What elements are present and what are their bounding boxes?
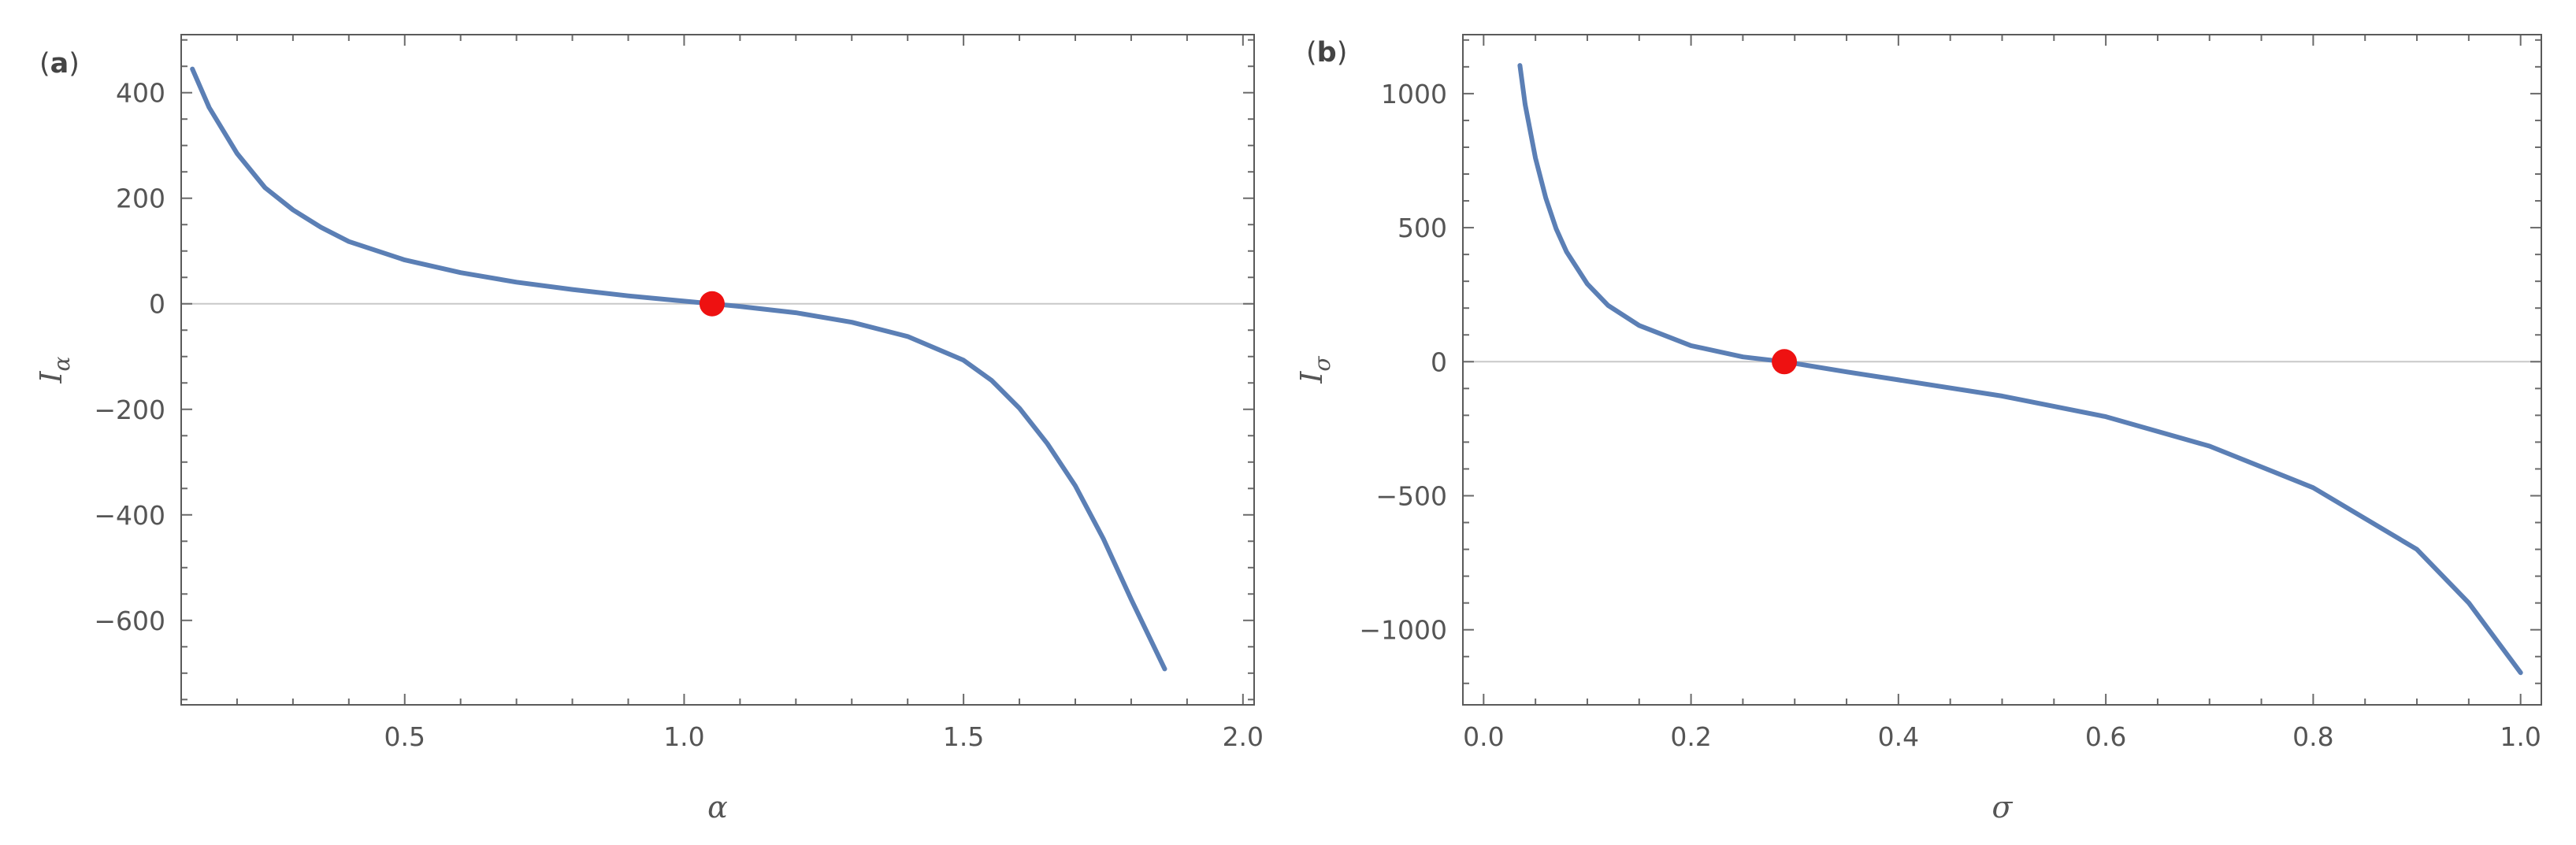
y-tick-label: 0 xyxy=(1431,347,1447,377)
panel-label-open: ( xyxy=(1306,37,1317,69)
panel-label-close: ) xyxy=(69,48,80,80)
y-tick-label: −400 xyxy=(94,500,165,531)
panel-label-open: ( xyxy=(39,48,50,80)
y-axis-label: Iσ xyxy=(1294,356,1335,384)
y-tick-label: 200 xyxy=(116,183,165,214)
x-tick-label: 0.5 xyxy=(384,721,425,752)
y-tick-label: −1000 xyxy=(1359,615,1447,646)
x-tick-label: 0.0 xyxy=(1463,721,1504,752)
panel-label-letter: b xyxy=(1317,37,1337,69)
y-axis-label-subscript: σ xyxy=(1309,356,1335,372)
root-marker-point xyxy=(699,291,725,317)
x-tick-label: 0.6 xyxy=(2085,721,2126,752)
y-tick-label: −500 xyxy=(1375,480,1447,511)
y-tick-label: 500 xyxy=(1397,213,1447,243)
y-tick-label: −200 xyxy=(94,395,165,425)
y-tick-label: 1000 xyxy=(1381,79,1447,109)
panel-label-close: ) xyxy=(1337,37,1348,69)
root-marker-point xyxy=(1772,349,1798,375)
y-axis-label-main: I xyxy=(1294,371,1329,384)
x-axis-label: σ xyxy=(1992,790,2014,825)
x-tick-label: 0.8 xyxy=(2292,721,2333,752)
y-tick-label: −600 xyxy=(94,606,165,636)
x-tick-label: 1.0 xyxy=(2500,721,2541,752)
x-axis-label: α xyxy=(707,790,728,825)
panel-b: 0.0 0.2 0.4 0.6 0.8 1.010005000−500−1000σIσ(b… xyxy=(1294,34,2542,825)
x-tick-label: 1.0 xyxy=(663,721,704,752)
y-tick-label: 400 xyxy=(116,78,165,109)
y-axis-label: Iα xyxy=(34,356,75,384)
panel-label-letter: a xyxy=(50,48,69,80)
y-axis-label-main: I xyxy=(34,370,69,384)
x-tick-label: 1.5 xyxy=(943,721,984,752)
panel-label: (a) xyxy=(39,48,80,80)
series-line xyxy=(190,66,1167,672)
x-tick-label: 0.2 xyxy=(1670,721,1711,752)
x-tick-label: 0.4 xyxy=(1878,721,1919,752)
series-line xyxy=(1517,63,2523,676)
y-tick-label: 0 xyxy=(149,289,165,320)
plot-frame xyxy=(1462,34,2542,706)
x-tick-label: 2.0 xyxy=(1223,721,1264,752)
y-axis-label-subscript: α xyxy=(49,356,75,371)
plot-frame xyxy=(180,34,1255,706)
panel-label: (b) xyxy=(1306,37,1347,69)
